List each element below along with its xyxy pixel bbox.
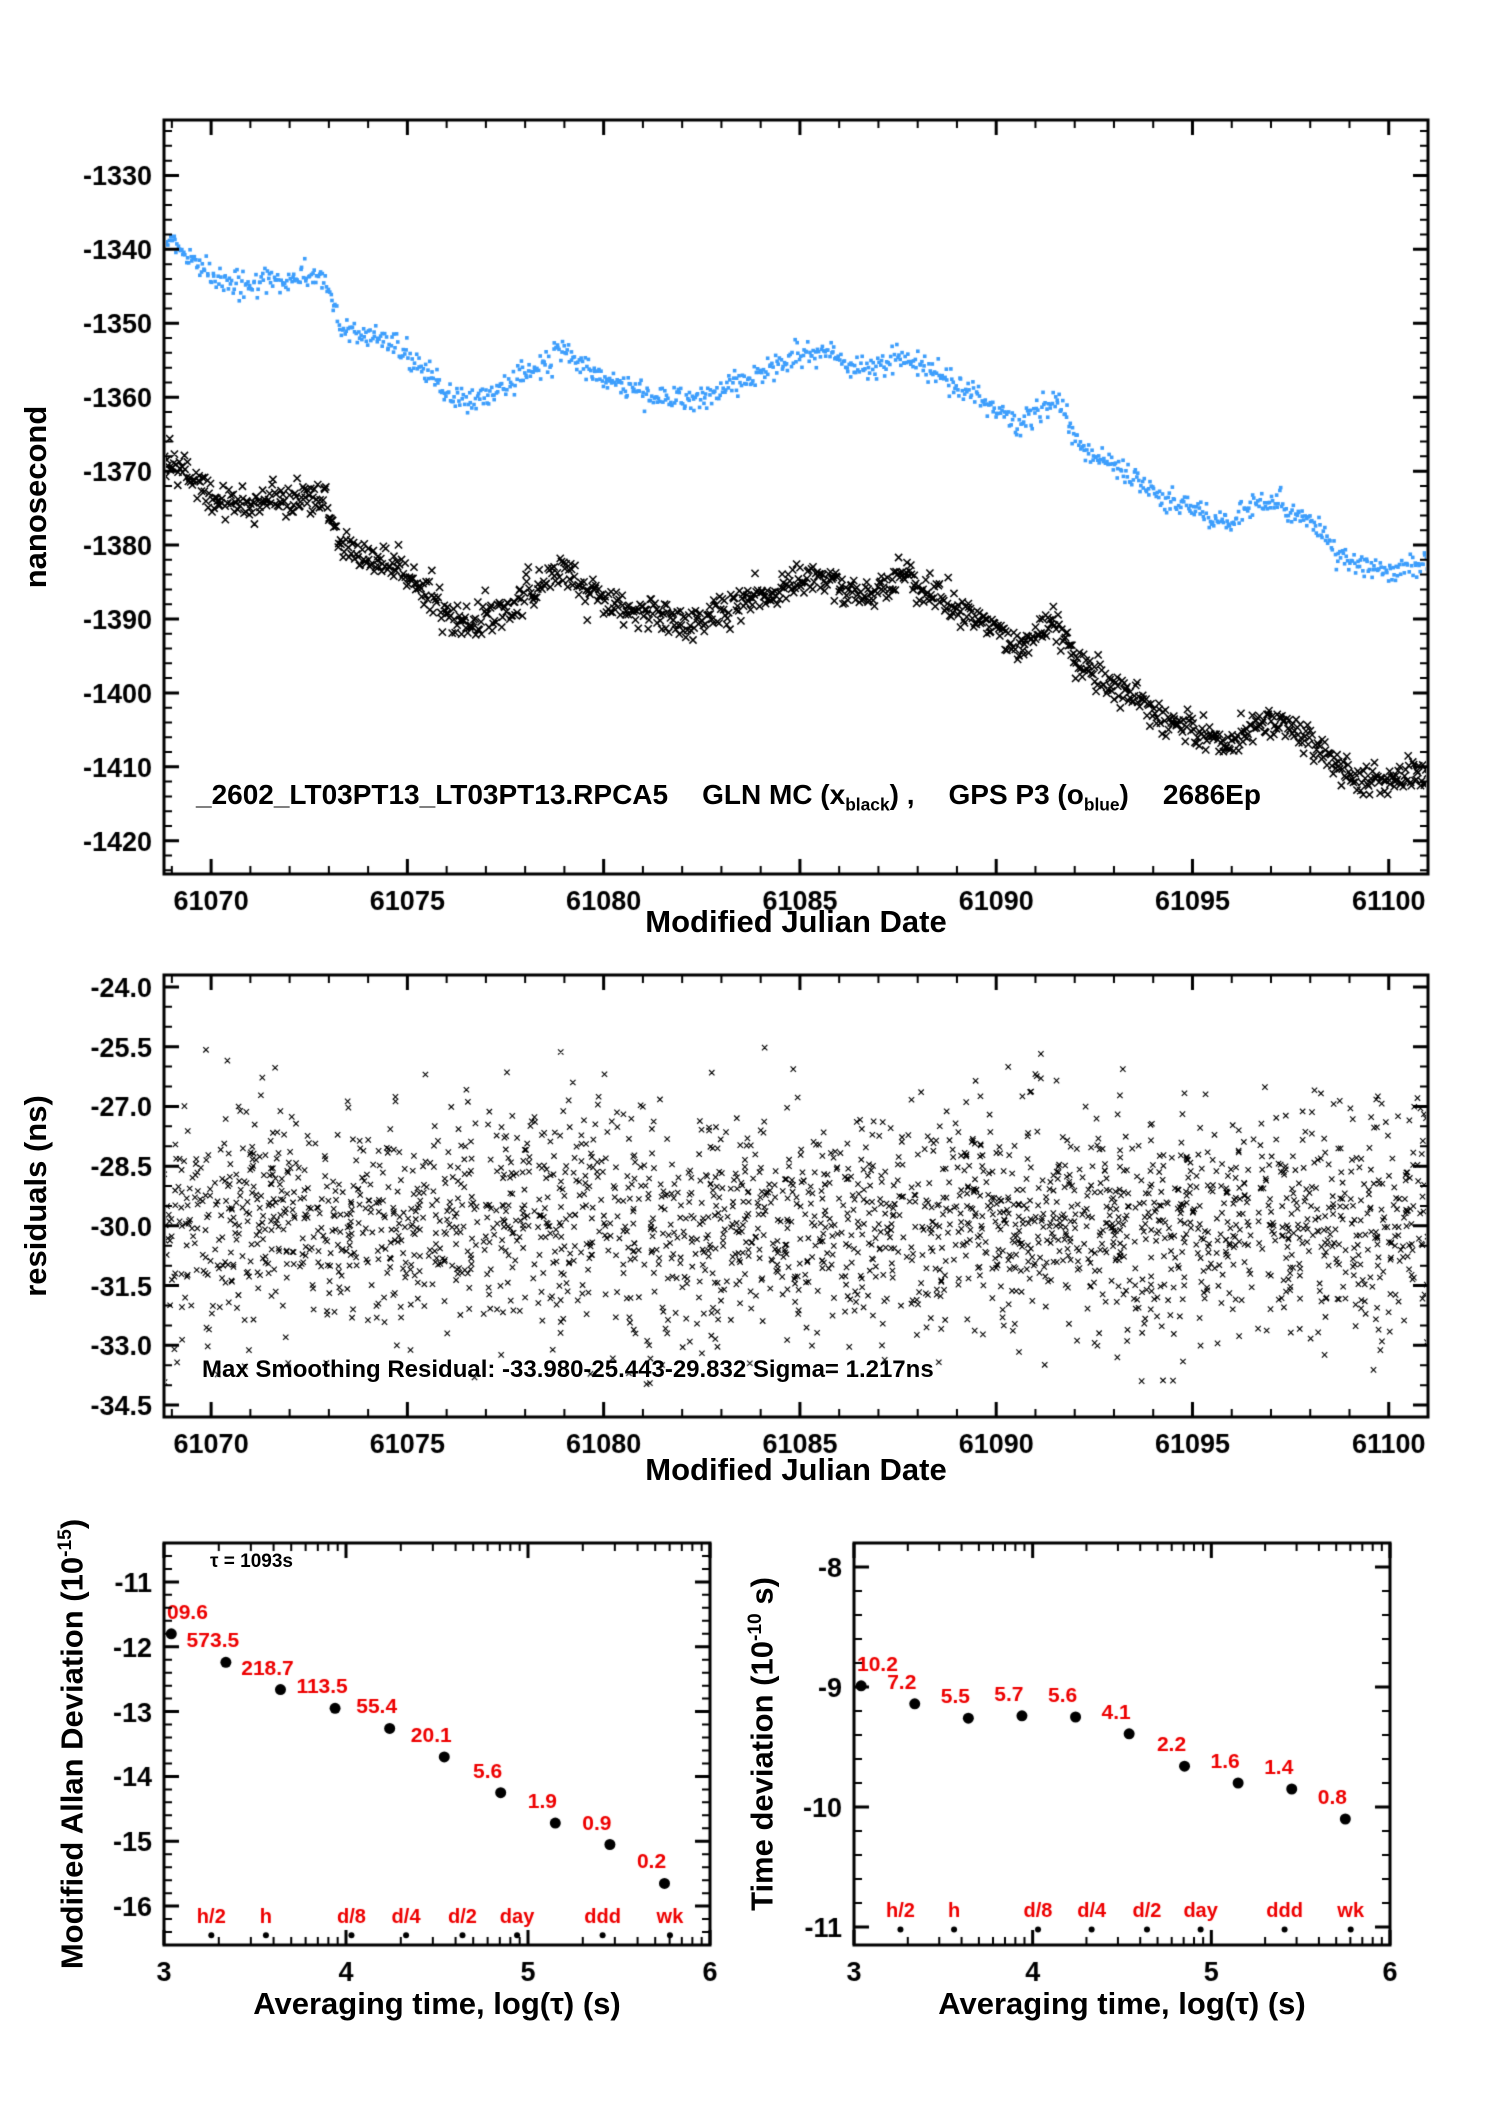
x-axis-title-mjd-top: Modified Julian Date — [645, 904, 947, 939]
series1-label: GLN MC (xblack) , — [702, 779, 914, 816]
y-axis-title-mdev: Modified Allan Deviation (10-15) — [46, 1494, 90, 1994]
tau-annotation: τ = 1093s — [210, 1551, 293, 1572]
y-axis-title-tdev: Time deviation (10-10 s) — [736, 1494, 780, 1994]
series-legend: _2602_LT03PT13_LT03PT13.RPCA5 GLN MC (xb… — [196, 779, 1261, 816]
series2-post: ) — [1119, 779, 1129, 810]
series2-pre: GPS P3 (o — [948, 779, 1084, 810]
smoothing-residual-note: Max Smoothing Residual: -33.980-25.443-2… — [202, 1356, 934, 1383]
tdev-title-post: s) — [744, 1577, 780, 1614]
y-axis-title-residuals: residuals (ns) — [18, 1095, 53, 1297]
tdev-title-sup: -10 — [745, 1613, 766, 1642]
series2-label: GPS P3 (oblue) — [948, 779, 1128, 816]
x-axis-title-avgtime-left: Averaging time, log(τ) (s) — [253, 1986, 621, 2021]
series1-post: ) , — [889, 779, 915, 810]
tdev-title-pre: Time deviation (10 — [744, 1641, 780, 1911]
dataset-id: _2602_LT03PT13_LT03PT13.RPCA5 — [196, 779, 669, 810]
series1-pre: GLN MC (x — [702, 779, 846, 810]
epoch-count: 2686Ep — [1162, 779, 1261, 810]
mdev-title-post: ) — [54, 1518, 90, 1530]
x-axis-title-avgtime-right: Averaging time, log(τ) (s) — [938, 1986, 1306, 2021]
series1-sub: black — [845, 794, 890, 815]
mdev-title-pre: Modified Allan Deviation (10 — [54, 1556, 90, 1970]
y-axis-title-nanosecond: nanosecond — [18, 405, 53, 589]
mdev-title-sup: -15 — [55, 1529, 76, 1557]
series2-sub: blue — [1083, 794, 1120, 815]
x-axis-title-mjd-middle: Modified Julian Date — [645, 1452, 947, 1487]
